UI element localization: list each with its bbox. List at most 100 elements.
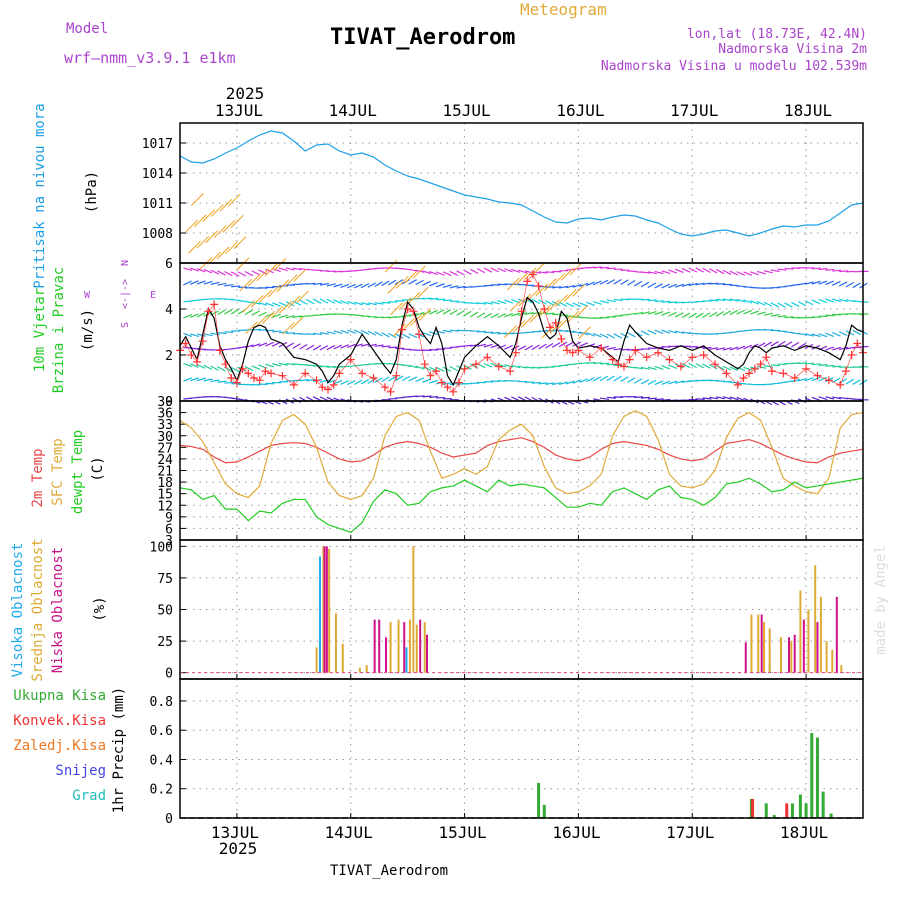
wind-arrow — [818, 280, 828, 285]
wind-arrow — [838, 281, 848, 287]
low-cloud-ylabel: Niska Oblacnost — [50, 547, 66, 673]
wind-arrow — [285, 301, 295, 307]
pressure-ylabel: Pritisak na nivou mora — [32, 103, 48, 288]
top-day-label: 17JUL — [670, 101, 718, 120]
wind-arrow — [777, 268, 787, 271]
mid_cloud-bar — [322, 546, 325, 673]
wind-arrow — [360, 302, 370, 306]
wind-arrow — [265, 341, 274, 347]
wind-arrow — [340, 380, 349, 385]
frozen-precip-label: Zaledj.Kisa — [13, 738, 106, 754]
wind-arrow — [832, 280, 841, 286]
wind-arrow — [353, 301, 363, 306]
wind-arrow — [404, 270, 418, 284]
wind-unit: (m/s) — [80, 309, 96, 351]
precip-panel: 0 0.2 0.4 0.6 0.8 — [150, 678, 864, 827]
wind-arrow — [504, 312, 513, 318]
wind-arrow — [654, 380, 664, 386]
wind-arrow — [668, 380, 678, 385]
wind-arrow — [715, 310, 725, 317]
wind-arrow — [825, 280, 834, 286]
wind-arrow — [287, 295, 301, 309]
wind-arrow — [572, 341, 582, 347]
wind-arrow — [258, 342, 268, 347]
wind-arrow — [818, 396, 828, 401]
wind-arrow — [729, 396, 739, 401]
wind-arrow — [239, 278, 253, 292]
wind-arrow — [456, 285, 466, 289]
y-tick-label: 24 — [157, 453, 173, 468]
wind-arrow — [551, 300, 561, 307]
wind-arrow — [729, 270, 739, 276]
wind-arrow — [367, 378, 376, 384]
wind-arrow — [388, 375, 397, 382]
wind-arrow — [237, 345, 247, 349]
wind-arrow — [538, 343, 547, 350]
wind-arrow — [627, 377, 636, 383]
wind-arrow — [545, 342, 554, 349]
wind-arrow — [267, 284, 281, 298]
wind-arrow — [390, 302, 403, 316]
wind-arrow — [210, 281, 220, 286]
wind-arrow — [654, 329, 664, 335]
wind-arrow — [429, 281, 438, 287]
wind-arrow — [230, 271, 240, 277]
wind-arrow — [490, 267, 500, 273]
wind-arrow — [394, 333, 404, 339]
wind-arrow — [299, 379, 309, 382]
wind-arrow — [442, 299, 452, 302]
wind-arrow — [367, 343, 377, 347]
wind-ylabel-2: Brzina i Pravac — [51, 267, 67, 393]
wind-arrow — [429, 379, 439, 384]
wind-arrow — [565, 302, 575, 308]
wind-arrow — [367, 302, 377, 306]
wind-arrow — [401, 375, 411, 382]
wind-arrow — [422, 297, 432, 300]
wind-arrow — [736, 298, 746, 303]
wind-arrow — [634, 366, 644, 370]
wind-arrow — [702, 267, 711, 273]
wind-arrow — [183, 362, 193, 368]
precip-frame — [179, 678, 864, 819]
wind-arrow — [360, 343, 370, 347]
wind-arrow — [640, 281, 650, 288]
wind-arrow — [681, 283, 691, 287]
wind-arrow — [578, 326, 591, 340]
wind-arrow — [230, 308, 240, 315]
wind-arrow — [276, 279, 290, 293]
wind-arrow — [729, 346, 739, 351]
wind-arrow — [504, 268, 513, 273]
wind-arrow — [729, 298, 739, 302]
wind-arrow — [552, 382, 562, 386]
wind-arrow — [859, 345, 869, 348]
wind-arrow — [217, 282, 227, 286]
wind-arrow — [210, 269, 220, 275]
wind-arrow — [599, 333, 609, 339]
gust-line — [179, 273, 864, 393]
y-tick-label: 27 — [157, 441, 173, 456]
precip-unit: 1hr Precip (mm) — [111, 687, 127, 813]
wind-arrow — [654, 311, 664, 316]
wind-arrow — [736, 271, 746, 276]
pressure-unit: (hPa) — [84, 171, 100, 213]
pressure-frame — [179, 122, 864, 264]
top-day-label: 14JUL — [329, 101, 377, 120]
mid_cloud-bar — [768, 628, 771, 673]
wind-arrow — [777, 315, 787, 318]
wind-arrow — [634, 311, 644, 315]
y-tick-label: 0.8 — [150, 695, 173, 710]
wind-arrow — [367, 330, 377, 336]
wind-arrow — [279, 300, 292, 314]
wind-arrow — [832, 269, 842, 272]
high_cloud-bar — [319, 556, 322, 673]
wind-arrow — [293, 269, 307, 282]
wind-arrow — [299, 299, 308, 305]
wind-arrow — [384, 259, 398, 273]
wind-arrow — [832, 365, 842, 368]
wind-arrow — [784, 316, 794, 319]
bottom-year-label: 2025 — [219, 839, 258, 858]
wind-arrow — [558, 341, 568, 348]
wind-arrow — [398, 297, 412, 310]
wind-arrow — [463, 344, 473, 347]
wind-arrow — [702, 312, 711, 319]
